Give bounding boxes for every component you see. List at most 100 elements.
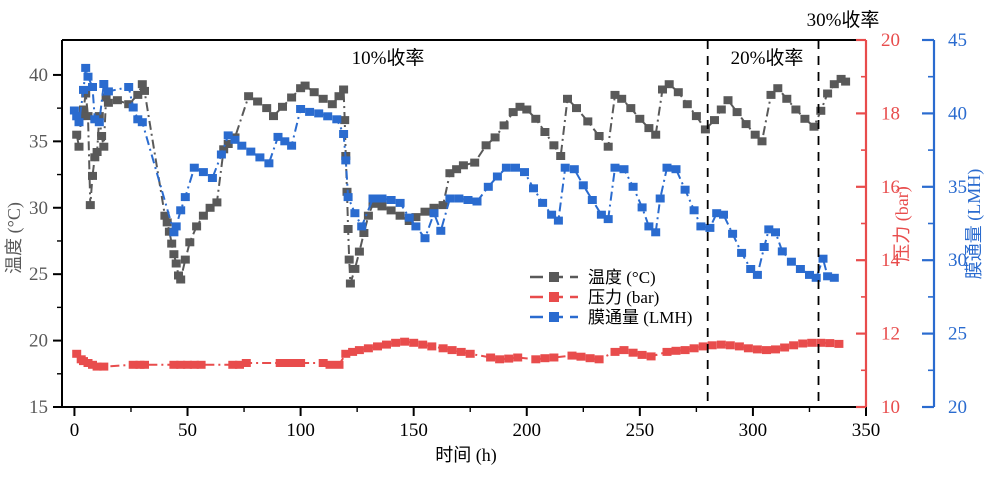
flux-marker: [728, 229, 738, 238]
flux-marker: [553, 216, 563, 225]
flux-marker: [436, 226, 446, 235]
svg-text:20: 20: [29, 331, 48, 352]
pressure-marker: [289, 359, 299, 367]
temperature-marker: [192, 222, 202, 231]
pressure-marker: [771, 345, 780, 354]
flux-marker: [198, 168, 208, 177]
flux-series: [69, 63, 839, 282]
temperature-marker: [556, 152, 566, 160]
annotation-label-2: 20%收率: [731, 47, 804, 69]
pressure-marker: [698, 342, 708, 351]
flux-marker: [596, 210, 606, 219]
temperature-marker: [499, 121, 509, 130]
temperature-marker: [750, 130, 760, 139]
svg-text:350: 350: [852, 420, 881, 441]
flux-marker: [610, 163, 620, 172]
temperature-marker: [90, 153, 100, 162]
temperature-marker: [74, 142, 84, 151]
stage-boundary-lines: [706, 40, 820, 407]
flux-marker: [246, 147, 256, 156]
pressure-marker: [196, 360, 206, 369]
flux-marker: [180, 193, 190, 202]
flux-marker: [411, 222, 421, 231]
flux-marker: [420, 234, 430, 243]
pressure-marker: [619, 346, 629, 355]
flux-marker: [395, 198, 405, 207]
temperature-marker: [205, 203, 215, 212]
temperature-marker: [617, 94, 627, 103]
temperature-marker: [644, 124, 654, 133]
pressure-marker: [816, 338, 826, 347]
legend-marker-flux: [549, 312, 559, 322]
flux-marker: [786, 257, 796, 266]
flux-marker: [81, 63, 91, 72]
temperature-marker: [318, 94, 328, 103]
temperature-marker: [287, 93, 297, 102]
temperature-marker: [219, 145, 229, 154]
pressure-marker: [825, 339, 835, 348]
temperature-marker: [816, 106, 826, 115]
svg-text:40: 40: [29, 65, 48, 86]
temperature-marker: [572, 104, 581, 113]
flux-axis-title: 膜通量 (LMH): [964, 169, 985, 280]
pressure-marker: [680, 346, 690, 355]
pressure-marker: [486, 353, 496, 362]
flux-marker: [323, 112, 333, 121]
flux-marker: [587, 196, 597, 204]
temperature-marker: [339, 85, 349, 94]
pressure-marker: [725, 341, 735, 350]
temperature-marker: [531, 114, 541, 123]
pressure-marker: [235, 360, 244, 369]
temperature-marker: [823, 89, 833, 98]
pressure-marker: [438, 344, 448, 353]
temperature-marker: [829, 80, 839, 89]
flux-marker: [79, 85, 88, 94]
pressure-marker: [465, 349, 475, 358]
flux-marker: [637, 203, 647, 212]
pressure-marker: [734, 342, 744, 351]
temperature-marker: [710, 116, 719, 125]
pressure-marker: [363, 344, 373, 353]
pressure-marker: [637, 350, 647, 359]
flux-marker: [752, 270, 762, 279]
flux-marker: [223, 131, 233, 140]
flux-marker: [314, 109, 324, 118]
temperature-marker: [350, 264, 360, 273]
svg-text:14: 14: [881, 250, 901, 271]
temperature-marker: [723, 96, 733, 105]
svg-text:40: 40: [948, 103, 967, 124]
flux-marker: [644, 222, 654, 231]
flux-marker: [74, 118, 84, 127]
temperature-marker: [79, 105, 88, 114]
flux-marker: [818, 254, 828, 263]
temperature-marker: [691, 112, 701, 121]
temperature-marker: [658, 85, 667, 94]
pressure-marker: [228, 360, 238, 369]
flux-marker: [128, 103, 138, 112]
svg-text:45: 45: [948, 30, 967, 51]
flux-marker: [492, 172, 502, 181]
flux-marker: [137, 118, 147, 127]
temperature-marker: [99, 142, 109, 151]
flux-marker: [332, 115, 342, 124]
temperature-marker: [340, 116, 350, 125]
flux-marker: [99, 80, 109, 88]
flux-marker: [662, 163, 672, 172]
flux-marker: [777, 247, 787, 256]
pressure-marker: [282, 359, 292, 367]
pressure-marker: [610, 347, 620, 356]
pressure-marker: [169, 360, 179, 369]
temperature-marker: [171, 259, 181, 268]
flux-marker: [628, 182, 638, 191]
temperature-marker: [262, 104, 272, 113]
temperature-marker: [386, 206, 396, 215]
flux-marker: [94, 118, 104, 127]
temperature-marker: [540, 128, 550, 136]
temperature-marker: [420, 207, 430, 216]
temperature-marker: [309, 88, 319, 97]
pressure-marker: [325, 360, 335, 369]
temperature-series: [72, 74, 851, 288]
temperature-marker: [716, 105, 726, 114]
temperature-marker: [481, 141, 491, 150]
temperature-marker: [395, 211, 405, 220]
